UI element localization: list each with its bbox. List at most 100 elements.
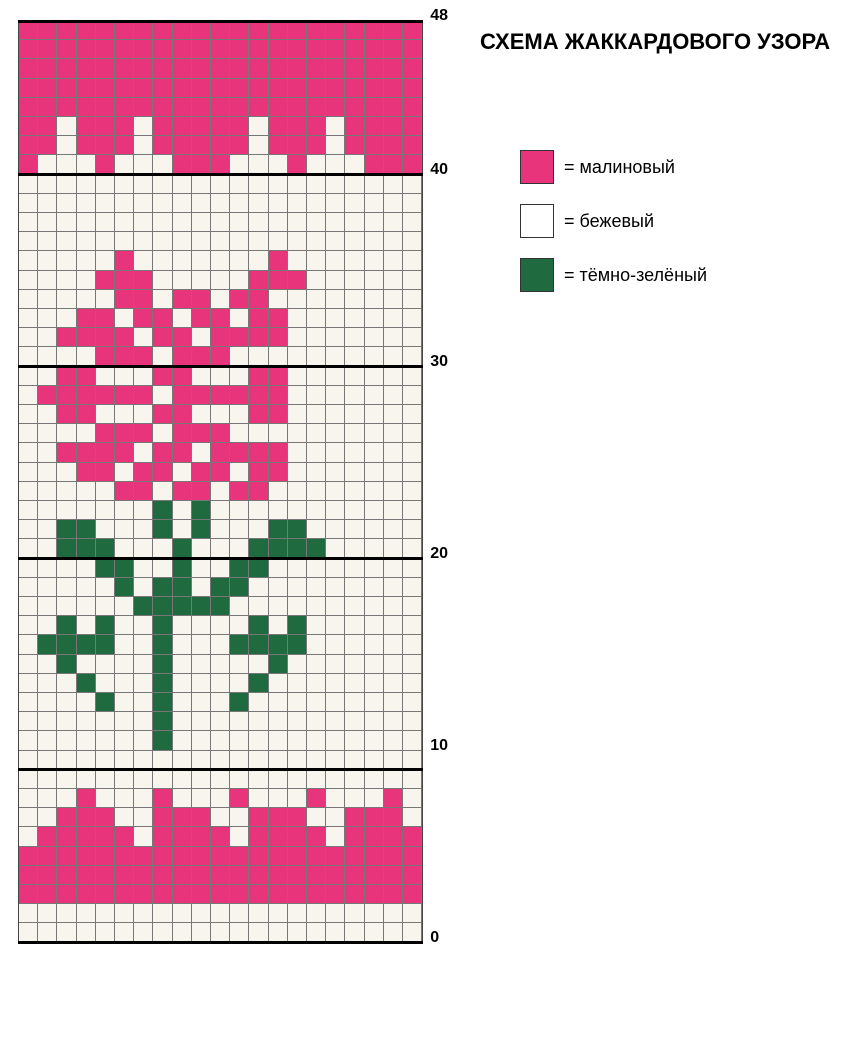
grid-cell	[38, 463, 57, 482]
grid-cell	[345, 98, 364, 117]
grid-cell	[230, 21, 249, 40]
grid-cell	[57, 405, 76, 424]
legend-label: = тёмно-зелёный	[564, 265, 707, 286]
grid-cell	[365, 290, 384, 309]
row-label: 0	[430, 929, 439, 947]
grid-cell	[384, 770, 403, 789]
grid-cell	[153, 405, 172, 424]
grid-cell	[269, 424, 288, 443]
grid-cell	[115, 597, 134, 616]
grid-cell	[288, 482, 307, 501]
grid-cell	[173, 309, 192, 328]
grid-cell	[365, 347, 384, 366]
grid-cell	[384, 597, 403, 616]
grid-cell	[134, 21, 153, 40]
grid-cell	[134, 79, 153, 98]
grid-cell	[96, 347, 115, 366]
grid-cell	[307, 904, 326, 923]
grid-cell	[77, 271, 96, 290]
grid-cell	[192, 539, 211, 558]
grid-cell	[345, 597, 364, 616]
grid-cell	[77, 309, 96, 328]
grid-cell	[403, 328, 422, 347]
grid-cell	[38, 751, 57, 770]
grid-cell	[153, 789, 172, 808]
grid-cell	[269, 866, 288, 885]
grid-cell	[19, 155, 38, 174]
grid-cell	[134, 520, 153, 539]
grid-cell	[288, 885, 307, 904]
grid-cell	[230, 309, 249, 328]
grid-cell	[96, 232, 115, 251]
grid-cell	[384, 59, 403, 78]
grid-cell	[173, 251, 192, 270]
grid-cell	[57, 616, 76, 635]
grid-cell	[153, 539, 172, 558]
grid-cell	[230, 847, 249, 866]
grid-cell	[57, 847, 76, 866]
grid-cell	[19, 674, 38, 693]
grid-cell	[288, 866, 307, 885]
grid-cell	[115, 309, 134, 328]
grid-cell	[403, 885, 422, 904]
grid-cell	[38, 885, 57, 904]
grid-cell	[384, 885, 403, 904]
grid-cell	[38, 309, 57, 328]
grid-cell	[153, 40, 172, 59]
grid-cell	[211, 674, 230, 693]
grid-cell	[173, 194, 192, 213]
grid-cell	[19, 770, 38, 789]
heavy-gridline	[18, 768, 423, 771]
grid-cell	[134, 789, 153, 808]
grid-cell	[288, 40, 307, 59]
grid-cell	[326, 501, 345, 520]
grid-cell	[269, 386, 288, 405]
grid-cell	[249, 827, 268, 846]
grid-cell	[345, 40, 364, 59]
grid-cell	[345, 424, 364, 443]
grid-cell	[326, 789, 345, 808]
grid-cell	[365, 578, 384, 597]
grid-cell	[173, 117, 192, 136]
grid-cell	[403, 520, 422, 539]
grid-cell	[288, 635, 307, 654]
grid-cell	[173, 443, 192, 462]
grid-cell	[115, 578, 134, 597]
grid-cell	[211, 539, 230, 558]
grid-cell	[19, 751, 38, 770]
grid-cell	[192, 136, 211, 155]
grid-cell	[115, 693, 134, 712]
grid-cell	[115, 885, 134, 904]
grid-cell	[307, 347, 326, 366]
heavy-gridline	[18, 365, 423, 368]
grid-cell	[173, 21, 192, 40]
grid-cell	[38, 175, 57, 194]
grid-cell	[173, 367, 192, 386]
grid-cell	[173, 674, 192, 693]
grid-cell	[384, 693, 403, 712]
grid-cell	[345, 386, 364, 405]
grid-cell	[345, 347, 364, 366]
grid-cell	[173, 539, 192, 558]
grid-cell	[134, 117, 153, 136]
grid-cell	[19, 578, 38, 597]
grid-cell	[288, 347, 307, 366]
grid-cell	[96, 463, 115, 482]
grid-cell	[38, 347, 57, 366]
grid-cell	[307, 520, 326, 539]
grid-cell	[57, 386, 76, 405]
grid-cell	[288, 616, 307, 635]
grid-cell	[57, 155, 76, 174]
grid-cell	[192, 885, 211, 904]
grid-cell	[365, 367, 384, 386]
grid-cell	[173, 482, 192, 501]
grid-cell	[57, 501, 76, 520]
grid-cell	[96, 539, 115, 558]
grid-cell	[153, 213, 172, 232]
grid-cell	[134, 271, 153, 290]
grid-cell	[96, 616, 115, 635]
grid-cell	[403, 443, 422, 462]
grid-cell	[153, 827, 172, 846]
grid-cell	[77, 194, 96, 213]
grid-cell	[38, 770, 57, 789]
